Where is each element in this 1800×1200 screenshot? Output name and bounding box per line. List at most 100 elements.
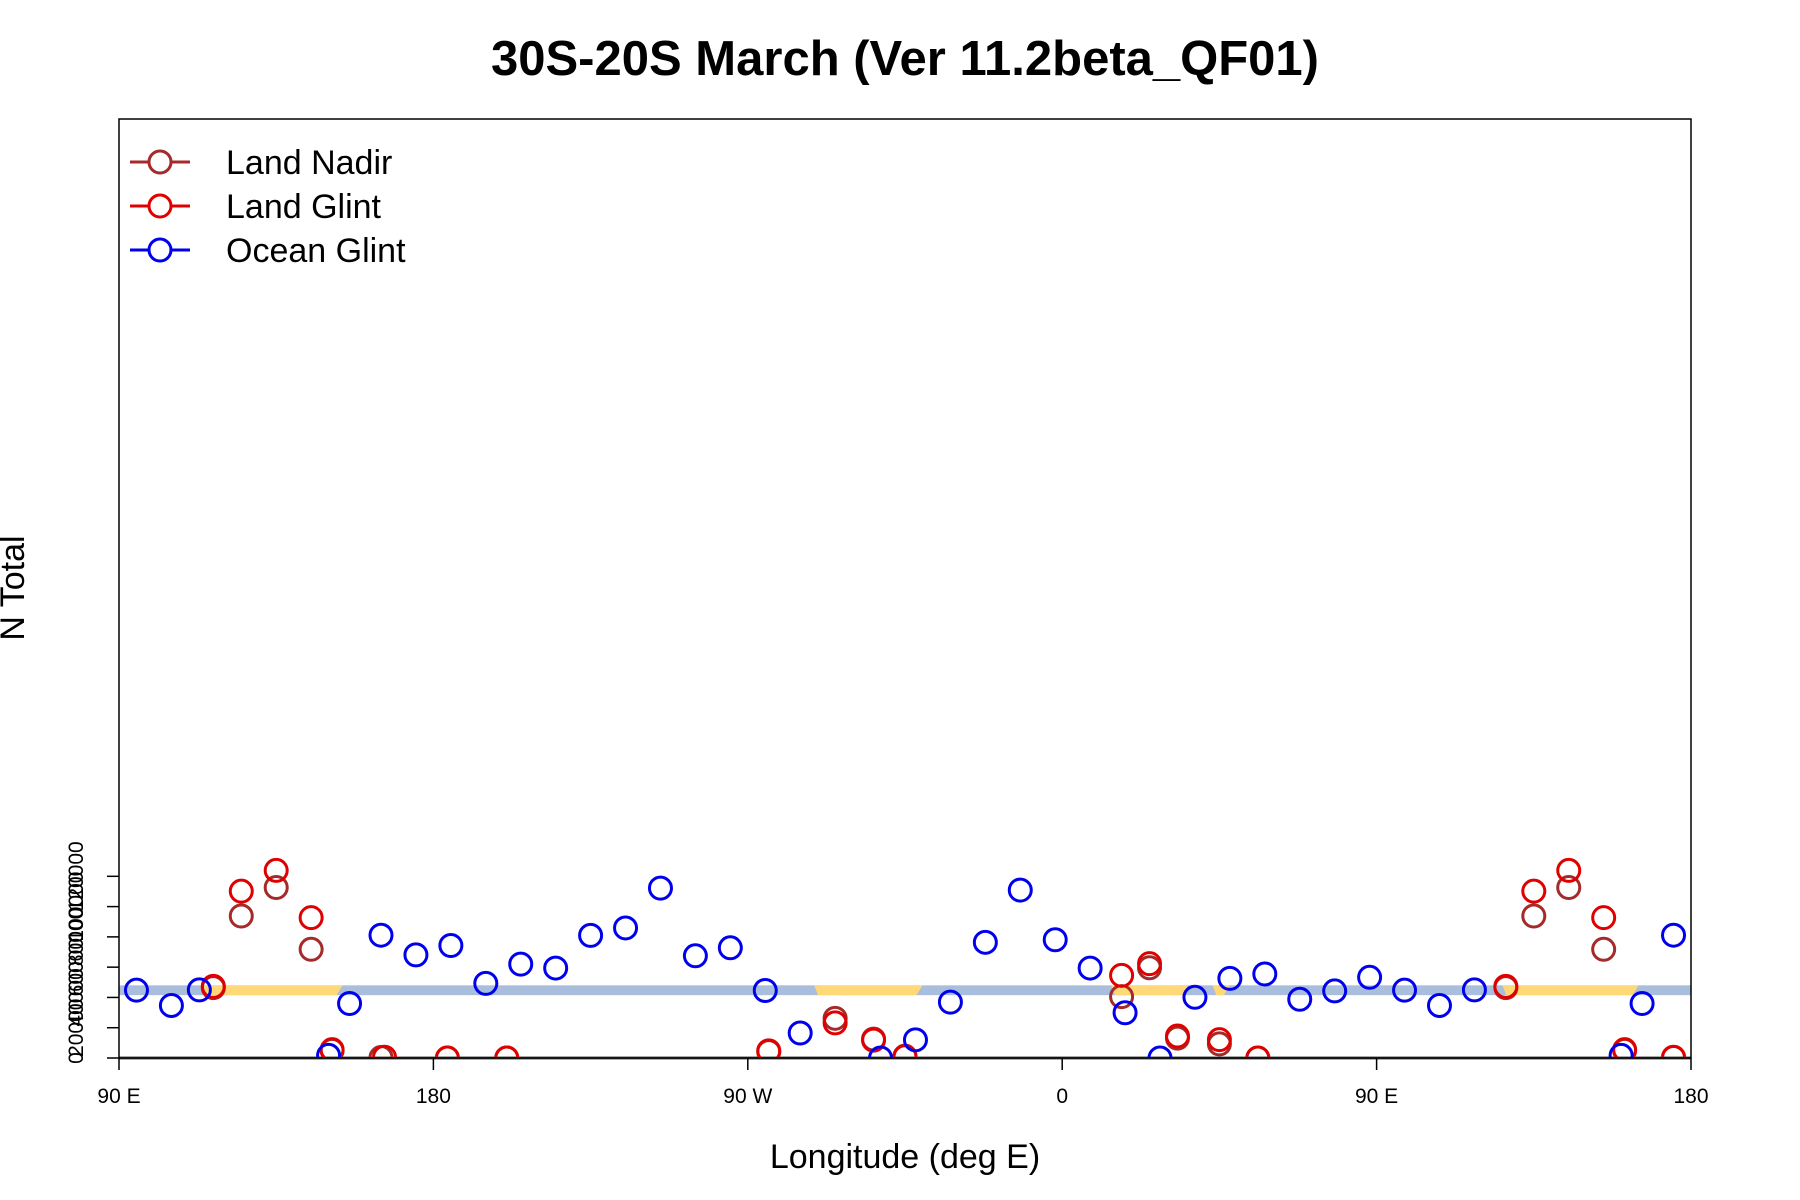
x-tick-label: 180	[416, 1085, 451, 1108]
data-point	[1182, 984, 1208, 1010]
data-point	[1042, 927, 1068, 953]
data-point	[371, 1044, 397, 1058]
data-point	[228, 903, 254, 929]
data-point	[543, 955, 569, 981]
data-point	[228, 878, 254, 904]
legend-label: Land Nadir	[226, 144, 392, 182]
data-point	[1252, 961, 1278, 987]
data-point	[1493, 973, 1519, 999]
data-point	[1287, 986, 1313, 1012]
legend-marker	[147, 237, 173, 263]
y-tick-label: 40000	[65, 968, 88, 1026]
data-point	[316, 1042, 342, 1058]
legend: Land Nadir Land Glint Ocean Glint	[130, 144, 406, 270]
plot-frame	[118, 118, 1692, 1059]
data-point	[319, 1037, 345, 1058]
data-point	[717, 935, 743, 961]
data-point	[868, 1045, 894, 1058]
data-point	[1661, 922, 1687, 948]
data-point	[508, 951, 534, 977]
data-point	[972, 929, 998, 955]
data-point	[1556, 875, 1582, 901]
data-point	[902, 1027, 928, 1053]
data-point	[200, 973, 226, 999]
data-point	[1077, 955, 1103, 981]
data-point	[1629, 990, 1655, 1016]
data-point	[1461, 977, 1487, 1003]
data-point	[494, 1045, 520, 1058]
series-ocean-glint	[123, 875, 1719, 1058]
data-point	[1392, 977, 1418, 1003]
data-point	[787, 1020, 813, 1046]
y-tick-label: 60000	[65, 938, 88, 996]
data-point	[752, 977, 778, 1003]
data-point	[756, 1038, 782, 1058]
legend-label: Ocean Glint	[226, 232, 406, 270]
data-point	[1112, 1000, 1138, 1026]
data-point	[438, 933, 464, 959]
data-point	[1206, 1027, 1232, 1053]
y-tick-label: 0	[65, 1052, 88, 1064]
chart-title: 30S-20S March (Ver 11.2beta_QF01)	[491, 32, 1319, 86]
x-tick-label: 0	[1056, 1085, 1068, 1108]
x-tick-label: 90 E	[1355, 1085, 1398, 1108]
data-point	[937, 989, 963, 1015]
land-area	[202, 985, 343, 996]
data-point	[1147, 1045, 1173, 1058]
data-point	[1612, 1037, 1638, 1058]
data-point	[123, 977, 149, 1003]
data-point	[682, 943, 708, 969]
data-point	[434, 1045, 460, 1058]
data-point	[337, 990, 363, 1016]
data-point	[1109, 962, 1135, 988]
data-point	[578, 922, 604, 948]
land-area	[814, 985, 923, 996]
data-point	[298, 936, 324, 962]
data-point	[1521, 903, 1547, 929]
data-point	[1426, 992, 1452, 1018]
data-point	[263, 875, 289, 901]
data-point	[1164, 1023, 1190, 1049]
data-point	[298, 905, 324, 931]
legend-item: Land Glint	[130, 188, 382, 226]
data-point	[403, 942, 429, 968]
data-point	[1608, 1042, 1634, 1058]
data-point	[1217, 965, 1243, 991]
series-land-glint	[200, 857, 1687, 1058]
data-point	[1521, 878, 1547, 904]
land-area	[1502, 985, 1639, 996]
y-tick-label: 20000	[65, 999, 88, 1057]
data-points	[123, 857, 1719, 1058]
data-point	[1591, 936, 1617, 962]
data-point	[822, 1010, 848, 1036]
data-point	[1322, 978, 1348, 1004]
data-point	[1245, 1045, 1271, 1058]
x-tick-label: 90 W	[723, 1085, 772, 1108]
x-tick-label: 90 E	[97, 1085, 140, 1108]
y-tick-label: 100000	[65, 872, 88, 942]
data-point	[186, 977, 212, 1003]
data-point	[613, 915, 639, 941]
x-axis-label: Longitude (deg E)	[770, 1138, 1040, 1176]
data-point	[1357, 964, 1383, 990]
data-point	[1591, 905, 1617, 931]
data-point	[158, 992, 184, 1018]
legend-marker	[147, 193, 173, 219]
legend-item: Ocean Glint	[130, 232, 406, 270]
series-land-nadir	[200, 875, 1687, 1058]
data-point	[1556, 857, 1582, 883]
data-point	[1697, 944, 1719, 966]
data-point	[263, 857, 289, 883]
data-point	[1137, 951, 1163, 977]
y-tick-label: 80000	[65, 908, 88, 966]
data-point	[368, 922, 394, 948]
x-axis: 90 E 180 90 W 0 90 E 180	[97, 1058, 1709, 1108]
data-point	[1661, 1044, 1687, 1058]
data-point	[473, 970, 499, 996]
legend-marker	[147, 149, 173, 175]
data-point	[647, 875, 673, 901]
y-axis-label: N Total	[0, 535, 32, 640]
data-point	[1007, 877, 1033, 903]
